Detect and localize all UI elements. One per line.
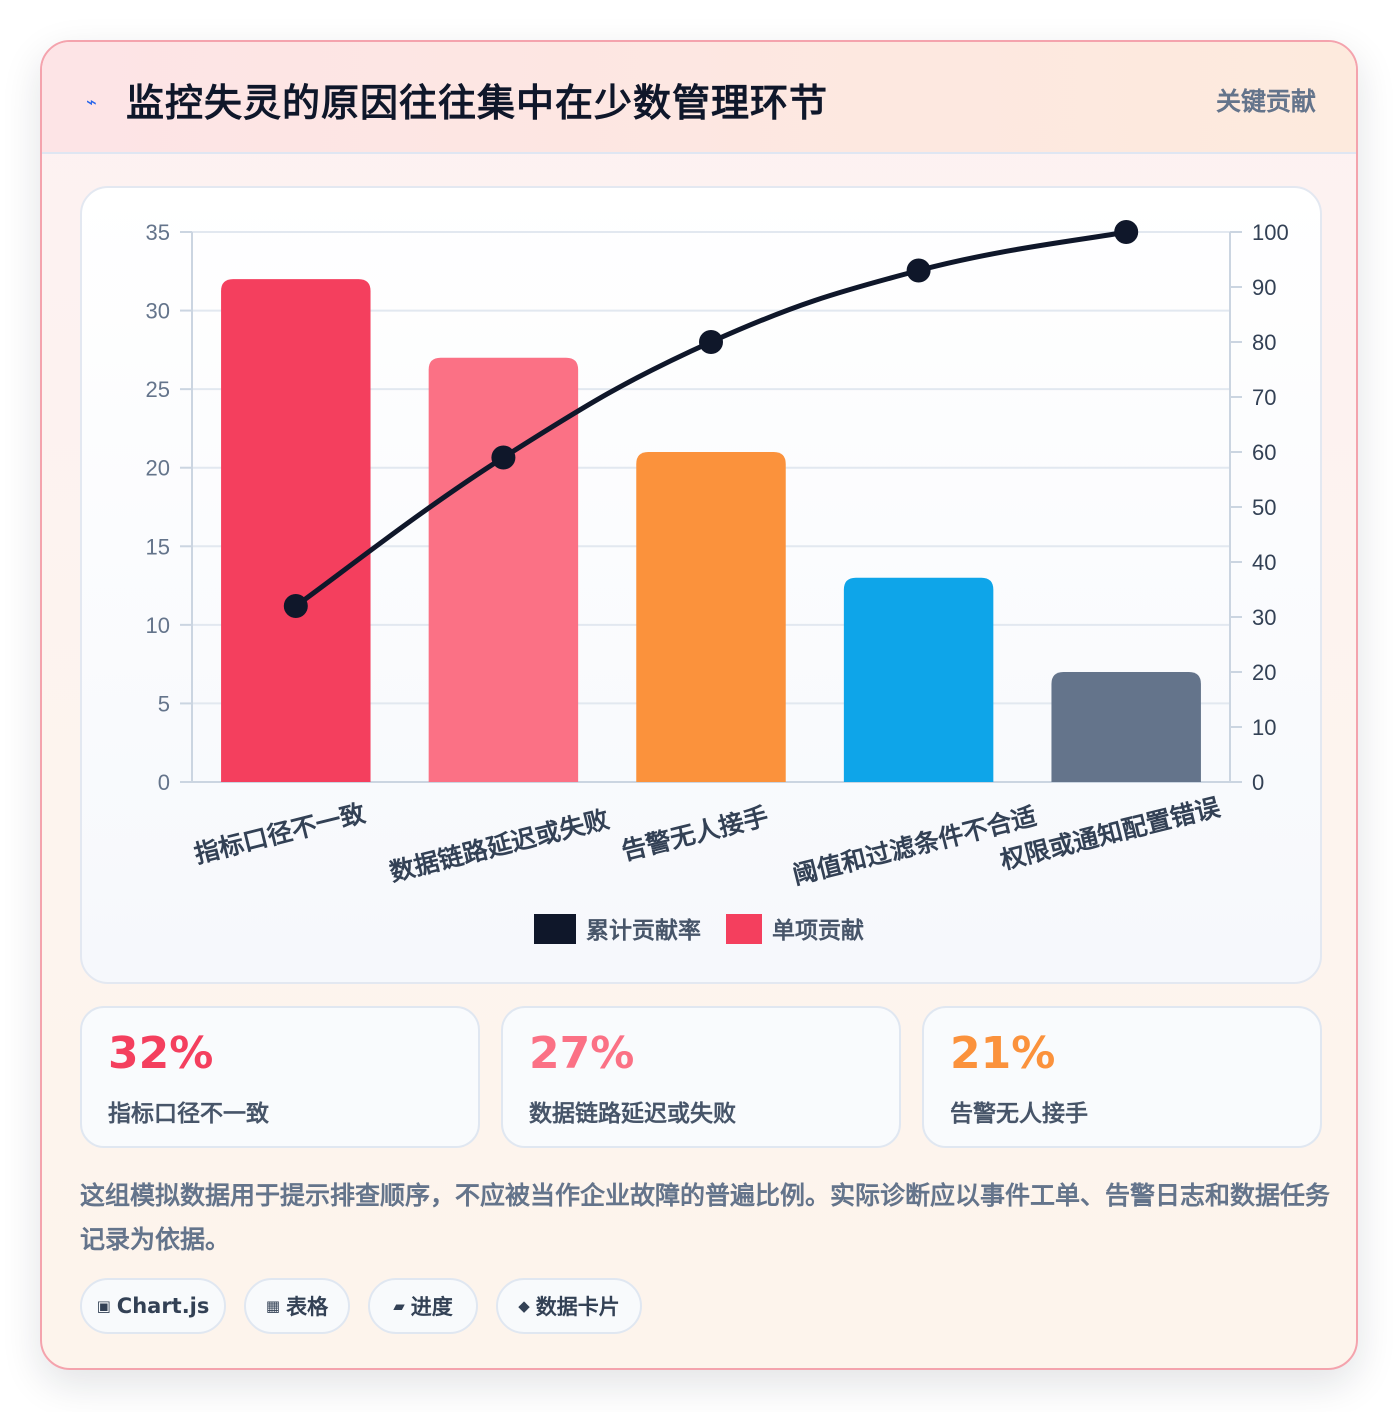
stat-value: 21%	[950, 1028, 1056, 1079]
y2-tick-label: 0	[1252, 770, 1264, 795]
y-tick-label: 30	[146, 299, 170, 324]
x-tick-label: 指标口径不一致	[191, 798, 369, 869]
stat-card-3: 21% 告警无人接手	[922, 1006, 1322, 1148]
chip-label: Chart.js	[116, 1294, 210, 1318]
chip-table[interactable]: ▦ 表格	[244, 1278, 350, 1334]
header-tag: 关键贡献	[1215, 87, 1316, 116]
chip-progress[interactable]: ▰ 进度	[368, 1278, 478, 1334]
bar	[636, 452, 786, 782]
y2-tick-label: 40	[1252, 550, 1276, 575]
cumulative-point	[699, 330, 723, 354]
cumulative-point	[491, 445, 516, 470]
stat-value: 27%	[529, 1028, 635, 1079]
chip-label: 数据卡片	[535, 1295, 620, 1319]
chip-label: 进度	[410, 1295, 453, 1319]
x-tick-label: 告警无人接手	[619, 802, 772, 866]
bar	[428, 357, 579, 782]
card-icon: ◆	[518, 1297, 530, 1315]
y2-tick-label: 70	[1252, 385, 1276, 410]
progress-icon: ▰	[393, 1297, 405, 1315]
bar	[843, 577, 994, 782]
y2-tick-label: 80	[1252, 330, 1276, 355]
disclaimer-note: 这组模拟数据用于提示排查顺序，不应被当作企业故障的普遍比例。实际诊断应以事件工单…	[80, 1181, 1331, 1254]
y2-tick-label: 100	[1252, 220, 1289, 245]
cumulative-point	[906, 258, 931, 283]
legend-swatch	[534, 914, 576, 944]
y-tick-label: 35	[146, 220, 170, 245]
lightning-icon: ⌁	[86, 92, 97, 113]
stat-card-2: 27% 数据链路延迟或失败	[501, 1006, 901, 1148]
cumulative-point	[283, 594, 308, 618]
chip-label: 表格	[286, 1295, 329, 1319]
bar	[221, 279, 371, 782]
stat-label: 告警无人接手	[950, 1101, 1088, 1127]
card-header: ⌁ 监控失灵的原因往往集中在少数管理环节 关键贡献	[42, 42, 1356, 154]
chip-data-card[interactable]: ◆ 数据卡片	[496, 1278, 642, 1334]
chart-panel: 0 5 10 15 20 25 30 35 0 10 20 30 40 50 60 70 80 90 100 指标口径…	[80, 186, 1322, 984]
stat-card-1: 32% 指标口径不一致	[80, 1006, 480, 1148]
stat-label: 数据链路延迟或失败	[529, 1101, 736, 1127]
legend-label: 单项贡献	[772, 918, 864, 944]
legend-swatch	[726, 914, 762, 944]
y-tick-label: 10	[146, 613, 170, 638]
chart-icon: ▣	[96, 1297, 111, 1315]
y-tick-label: 25	[146, 377, 170, 402]
y2-tick-label: 20	[1252, 660, 1276, 685]
x-tick-label: 数据链路延迟或失败	[387, 804, 612, 887]
y-tick-label: 20	[146, 456, 170, 481]
stat-cards: 32% 指标口径不一致 27% 数据链路延迟或失败 21% 告警无人接手	[80, 1006, 1322, 1148]
bar	[1051, 672, 1201, 782]
stat-label: 指标口径不一致	[108, 1101, 269, 1127]
y-tick-label: 5	[158, 691, 170, 716]
y2-tick-label: 60	[1252, 440, 1276, 465]
chip-chartjs[interactable]: ▣ Chart.js	[80, 1278, 226, 1334]
card-title: 监控失灵的原因往往集中在少数管理环节	[126, 81, 829, 125]
cumulative-point	[1114, 220, 1139, 244]
y-tick-label: 15	[146, 534, 170, 559]
pareto-chart: 0 5 10 15 20 25 30 35 0 10 20 30 40 50 60 70 80 90 100 指标口径…	[146, 220, 1289, 944]
chart-card: ⌁ 监控失灵的原因往往集中在少数管理环节 关键贡献 0 5 10 15 20 25 30 35…	[40, 40, 1358, 1370]
y2-tick-label: 50	[1252, 495, 1276, 520]
y2-tick-label: 10	[1252, 715, 1276, 740]
stat-value: 32%	[108, 1028, 214, 1079]
y2-tick-label: 30	[1252, 605, 1276, 630]
legend-label: 累计贡献率	[586, 917, 701, 944]
table-icon: ▦	[265, 1297, 281, 1315]
y-tick-label: 0	[158, 770, 170, 795]
y2-tick-label: 90	[1252, 275, 1276, 300]
